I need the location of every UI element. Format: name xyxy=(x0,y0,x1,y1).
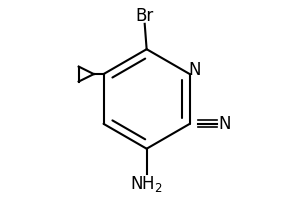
Text: N: N xyxy=(219,115,231,133)
Text: Br: Br xyxy=(135,7,154,25)
Text: N: N xyxy=(188,61,201,79)
Text: NH$_2$: NH$_2$ xyxy=(130,174,163,194)
